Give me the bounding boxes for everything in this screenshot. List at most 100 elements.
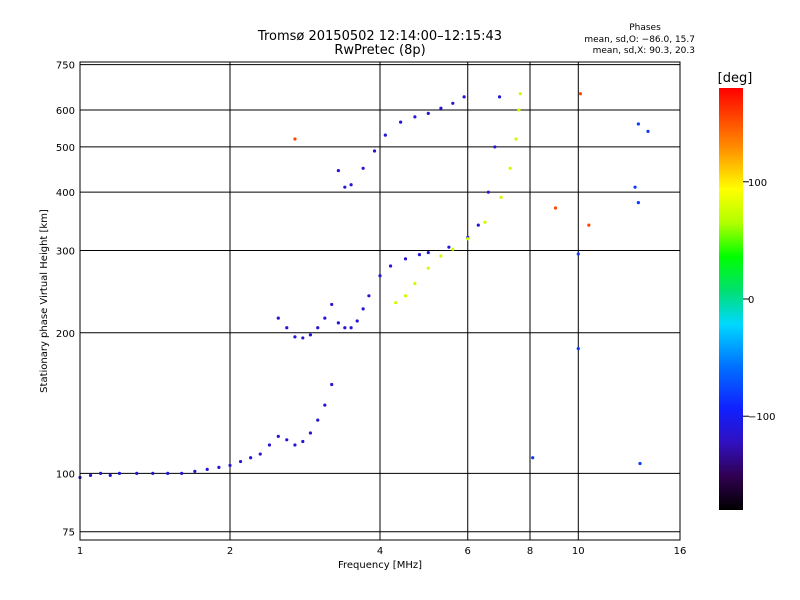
- echo-point: [276, 434, 280, 438]
- phase-box-line-o: mean, sd,O: −86.0, 15.7: [584, 35, 695, 45]
- echo-point: [399, 120, 403, 124]
- echo-point: [343, 185, 347, 189]
- plot-frame: [79, 61, 681, 541]
- x-tick-label: 6: [465, 546, 471, 557]
- echo-point: [388, 264, 393, 268]
- x-axis-ticks: 1 2 4 6 8 10 16: [77, 546, 687, 557]
- echo-point: [293, 335, 297, 339]
- echo-point: [249, 456, 253, 460]
- echo-point: [151, 471, 155, 475]
- echo-point: [497, 95, 502, 99]
- x-tick-label: 2: [227, 546, 233, 557]
- chart-subtitle: RwPretec (8p): [334, 43, 425, 58]
- echo-point: [308, 333, 313, 337]
- y-tick-label: 100: [56, 469, 75, 480]
- echo-point: [508, 166, 512, 170]
- echo-point: [417, 253, 422, 257]
- colorbar: [719, 88, 743, 510]
- echo-point: [361, 166, 365, 170]
- echo-point: [518, 92, 522, 96]
- echo-point: [636, 122, 640, 126]
- echo-point: [238, 459, 243, 464]
- colorbar-label: [deg]: [718, 71, 753, 86]
- echo-point: [514, 137, 518, 141]
- grid-lines: [80, 62, 680, 540]
- echo-point: [316, 326, 320, 330]
- echo-point: [336, 168, 340, 173]
- echo-point: [578, 92, 583, 96]
- echo-point: [99, 471, 103, 475]
- colorbar-tick-label: 100: [748, 178, 767, 189]
- echo-point: [462, 95, 466, 99]
- y-tick-label: 600: [56, 106, 75, 117]
- echo-point: [316, 418, 320, 422]
- echo-point: [466, 237, 470, 241]
- x-tick-label: 8: [527, 546, 533, 557]
- echo-point: [383, 133, 387, 137]
- colorbar-tick-label: −100: [748, 412, 775, 423]
- echo-point: [267, 443, 272, 447]
- colorbar-tick-label: 0: [748, 295, 754, 306]
- x-axis-label: Frequency [MHz]: [338, 560, 422, 571]
- echo-point: [553, 206, 558, 210]
- y-axis-ticks: 75 100 200 300 400 500 600 750: [56, 61, 75, 539]
- phase-box-line-x: mean, sd,X: 90.3, 20.3: [593, 46, 695, 56]
- echo-point: [426, 266, 430, 270]
- echo-point: [636, 200, 640, 205]
- echo-point: [308, 431, 313, 435]
- echo-point: [426, 111, 430, 115]
- echo-point: [587, 223, 591, 227]
- echo-point: [394, 301, 398, 305]
- echo-point: [517, 108, 521, 112]
- echo-point: [493, 145, 497, 149]
- echo-point: [180, 471, 184, 475]
- echo-point: [135, 471, 139, 475]
- echo-point: [439, 106, 443, 110]
- chart-title: Tromsø 20150502 12:14:00–12:15:43: [257, 29, 502, 44]
- echo-point: [413, 281, 417, 286]
- x-tick-label: 10: [572, 546, 585, 557]
- echo-point: [349, 183, 353, 187]
- echo-point: [426, 250, 430, 255]
- x-tick-label: 1: [77, 546, 83, 557]
- echo-point: [499, 195, 503, 199]
- echo-point: [451, 247, 455, 251]
- echo-point: [323, 403, 327, 407]
- echo-point: [117, 471, 122, 475]
- y-tick-label: 500: [56, 143, 75, 154]
- echo-point: [646, 129, 650, 133]
- echo-point: [476, 223, 480, 227]
- echo-point: [293, 137, 297, 141]
- y-tick-label: 750: [56, 61, 75, 72]
- colorbar-ticks: 100 0 −100: [743, 178, 775, 423]
- echo-point: [486, 190, 490, 194]
- echo-point: [323, 316, 327, 320]
- echo-point: [355, 319, 359, 323]
- echo-point: [343, 326, 347, 330]
- echo-point: [483, 220, 487, 224]
- echo-point: [205, 467, 209, 471]
- echo-point: [336, 321, 340, 325]
- echo-point: [349, 326, 353, 330]
- x-tick-label: 16: [674, 546, 687, 557]
- y-axis-label: Stationary phase Virtual Height [km]: [39, 209, 50, 393]
- echo-point: [439, 254, 443, 258]
- echo-point: [378, 274, 382, 278]
- y-tick-label: 200: [56, 329, 75, 340]
- echo-point: [531, 456, 535, 460]
- echo-point: [301, 336, 305, 340]
- echo-point: [451, 101, 455, 105]
- echo-point: [413, 115, 417, 119]
- echo-point: [638, 461, 642, 466]
- echo-point: [367, 294, 371, 298]
- y-tick-label: 75: [62, 528, 75, 539]
- echo-point: [633, 185, 637, 189]
- echo-point: [576, 346, 580, 351]
- echo-point: [403, 257, 408, 261]
- echo-point: [285, 326, 289, 330]
- echo-point: [330, 382, 334, 387]
- echo-point: [301, 439, 305, 444]
- echo-point: [447, 245, 451, 249]
- y-tick-label: 400: [56, 188, 75, 199]
